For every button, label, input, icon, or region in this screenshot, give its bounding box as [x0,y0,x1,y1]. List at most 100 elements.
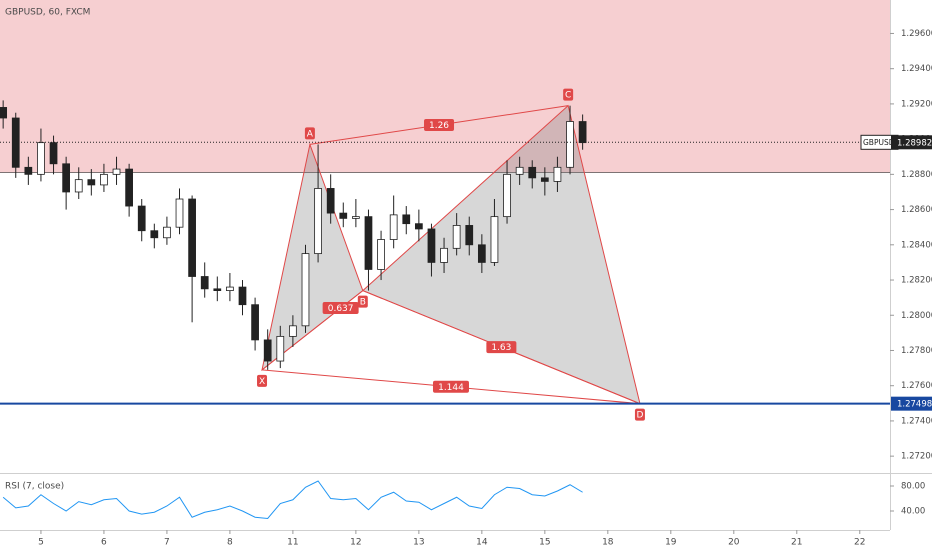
candle-body [200,276,209,290]
symbol-label: GBPUSD [863,138,895,147]
y-tick-label: 1.28600 [901,205,932,215]
candle-body [440,247,448,263]
ratio-label: 1.26 [429,121,449,131]
ratio-label-box [432,380,469,393]
candle-body [515,166,524,175]
y-tick-label: 1.27800 [901,346,932,356]
candle-body [0,107,8,119]
y-tick-label: 1.28400 [901,240,932,250]
x-tick-label: 7 [164,538,170,548]
candle-body [389,214,398,240]
y-tick-label: 1.27600 [901,381,932,391]
chart-title: GBPUSD, 60, FXCM [5,8,90,18]
candle-body [49,142,58,165]
candle-body [238,286,247,306]
rsi-tick-label: 80.00 [901,482,925,492]
candle-body [100,173,108,186]
y-tick-label: 1.27400 [901,416,932,426]
x-tick-label: 11 [287,538,298,548]
point-label: D [636,411,643,421]
candle-body [339,212,348,219]
candle-body [566,121,574,168]
candle-body [74,179,83,193]
ratio-label: 1.144 [438,383,464,393]
ratio-label-box [486,341,517,354]
candle-body [477,244,486,263]
point-label-box [634,408,645,421]
candle-body [402,214,411,225]
candle-body [150,230,159,239]
x-tick-label: 8 [227,538,233,548]
candle-body [427,228,436,263]
x-tick-label: 21 [791,538,802,548]
point-label: X [259,377,265,387]
candle-body [263,339,272,362]
candle-body [301,253,310,327]
candle-body [553,166,562,182]
x-tick-label: 14 [476,538,488,548]
candle-body [175,198,184,228]
rsi-title: RSI (7, close) [5,482,64,492]
x-tick-label: 13 [413,538,424,548]
candle-body [125,168,133,207]
y-tick-label: 1.28800 [901,170,932,180]
point-label-box [257,374,268,387]
point-label: C [565,91,571,101]
ratio-label: 0.637 [328,304,354,314]
candle-body [528,166,537,179]
point-label: A [307,129,314,139]
candle-body [24,166,33,175]
level-price-box [891,396,932,411]
candle-body [503,173,511,218]
candle-body [452,225,461,249]
candle-body [314,188,322,255]
supply-zone [0,0,890,173]
candle-body [251,304,259,341]
candle-body [490,216,499,263]
y-tick-label: 1.29200 [901,99,932,109]
x-tick-label: 15 [539,538,550,548]
x-tick-label: 12 [350,538,361,548]
candle-body [112,168,121,175]
rsi-tick-label: 40.00 [901,507,925,517]
candle-body [289,325,297,337]
ratio-label: 1.63 [491,343,511,353]
point-label-box [357,295,368,308]
candle-body [352,216,360,219]
ratio-label-box [424,119,455,132]
point-label: B [360,298,366,308]
last-price-box [891,135,932,150]
y-tick-label: 1.28000 [901,311,932,321]
candle-body [540,177,549,182]
x-tick-label: 20 [728,538,740,548]
x-tick-label: 22 [854,538,865,548]
candle-body [364,216,373,270]
candle-body [163,226,171,239]
candle-body [213,288,222,291]
x-tick-label: 6 [101,538,107,548]
ratio-label-box [322,302,359,315]
candle-body [226,286,234,291]
candle-body [465,225,474,246]
candle-body [414,223,423,230]
point-label-box [563,88,574,101]
y-tick-label: 1.28200 [901,276,932,286]
point-label-box [304,127,315,140]
y-tick-label: 1.29600 [901,29,932,39]
x-tick-label: 18 [602,538,614,548]
candle-body [87,179,96,186]
rsi-line [2,480,583,520]
price-pane: 0.637 1.26 1.63 1.144 X A B C D [0,0,890,421]
candle-body [578,121,587,144]
candle-body [377,239,385,270]
y-tick-label: 1.29400 [901,64,932,74]
candle-body [37,142,45,175]
candle-body [276,335,285,362]
x-tick-label: 5 [38,538,44,548]
x-tick-label: 19 [665,538,677,548]
candle-body [62,163,71,193]
candle-body [326,188,335,214]
y-tick-label: 1.27200 [901,452,932,462]
last-price-label: 1.28982 [897,138,932,148]
